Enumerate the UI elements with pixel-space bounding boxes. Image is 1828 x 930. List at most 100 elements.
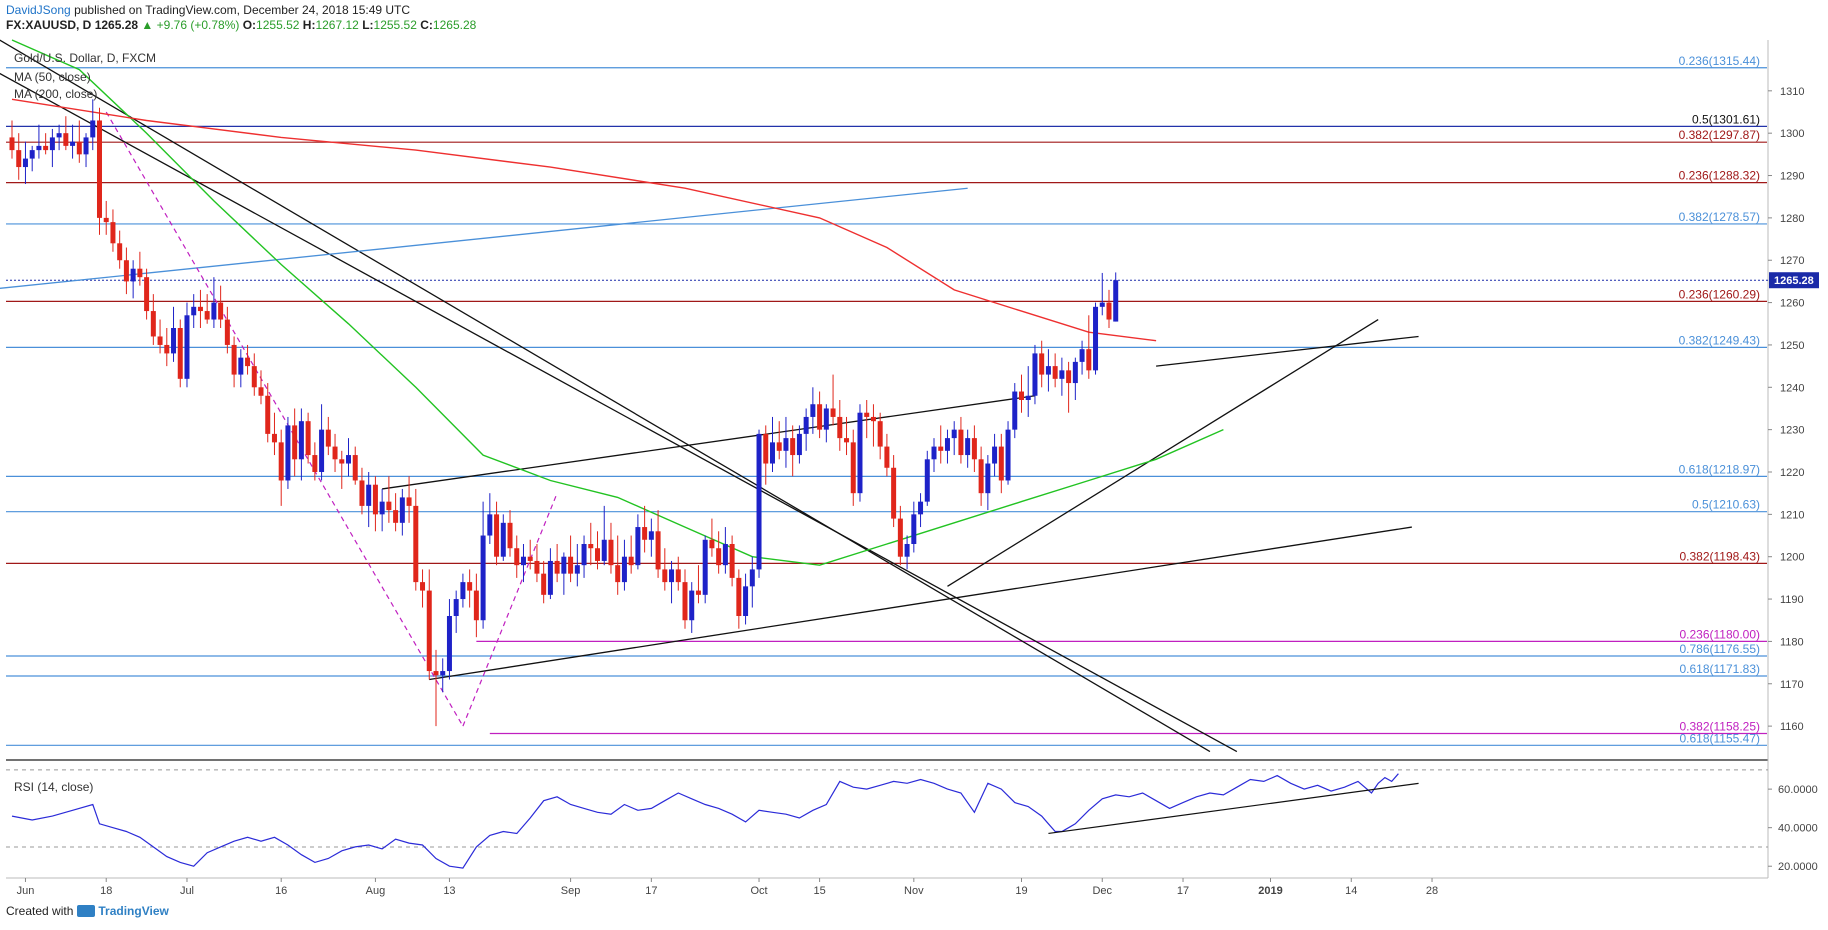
candle-body [352, 455, 358, 481]
candle-body [366, 484, 372, 506]
candle-body [399, 497, 405, 523]
fib-level-label: 0.618(1155.47) [1679, 731, 1760, 745]
time-tick-label: 13 [443, 885, 455, 897]
candle-body [756, 433, 762, 570]
candle-body [837, 416, 843, 439]
candle-body [884, 446, 890, 468]
candle-body [271, 433, 277, 443]
candle-body [211, 302, 217, 320]
time-tick-label: 2019 [1258, 885, 1282, 897]
ma50-line [11, 39, 1224, 566]
candle-body [1025, 395, 1031, 400]
candle-body [823, 408, 829, 430]
time-tick-label: 18 [100, 885, 112, 897]
candle-body [635, 527, 641, 566]
candle-body [891, 467, 897, 519]
time-tick-label: 15 [813, 885, 825, 897]
candle-body [648, 531, 654, 540]
price-tick-label: 1280 [1780, 213, 1804, 225]
candle-body [1093, 306, 1099, 371]
candle-body [769, 442, 775, 464]
candle-body [1086, 349, 1092, 371]
candle-body [197, 306, 203, 312]
candle-body [695, 590, 701, 595]
candle-body [393, 510, 399, 523]
fib-level-label: 0.382(1249.43) [1679, 333, 1760, 347]
candle-body [1012, 391, 1018, 430]
time-tick-label: Jul [180, 885, 194, 897]
candle-body [1106, 302, 1112, 320]
trend-line [429, 526, 1412, 681]
fib-level-label: 0.618(1218.97) [1679, 462, 1760, 476]
tradingview-brand: TradingView [98, 904, 169, 918]
candle-body [446, 616, 452, 672]
rsi-line [11, 773, 1399, 869]
price-tick-label: 1170 [1780, 679, 1804, 691]
publish-line: DavidJSong published on TradingView.com,… [6, 3, 476, 18]
candle-body [864, 412, 870, 417]
rsi-tick-label: 20.0000 [1778, 861, 1818, 873]
candle-body [204, 311, 210, 320]
rsi-pane: 20.0000 40.0000 60.0000 [6, 769, 1818, 873]
candle-body [258, 387, 264, 396]
candle-body [790, 438, 796, 456]
candle-body [514, 548, 520, 566]
fib-level-label: 0.5(1210.63) [1692, 498, 1760, 512]
candle-body [985, 463, 991, 494]
candle-body [904, 544, 910, 557]
time-tick-label: 19 [1015, 885, 1027, 897]
last-price-tag-label: 1265.28 [1774, 275, 1814, 287]
swing-line [105, 111, 464, 727]
candle-body [1032, 353, 1038, 396]
candle-body [110, 222, 116, 244]
time-tick-label: Aug [366, 885, 386, 897]
candle-body [554, 560, 560, 574]
candle-body [191, 306, 197, 316]
candle-body [568, 556, 574, 574]
trend-line [0, 187, 968, 289]
candle-body [177, 328, 183, 379]
price-tick-label: 1250 [1780, 340, 1804, 352]
candle-body [473, 590, 479, 621]
candle-body [561, 556, 567, 574]
candle-body [150, 311, 156, 337]
trend-line [947, 318, 1379, 587]
candle-body [494, 514, 500, 557]
publish-info: published on TradingView.com, December 2… [74, 3, 411, 17]
trend-line [0, 72, 1238, 753]
candle-body [144, 277, 150, 312]
candle-body [574, 565, 580, 574]
candle-body [346, 455, 351, 464]
rsi-tick-label: 60.0000 [1778, 784, 1818, 796]
candle-body [601, 539, 607, 561]
candle-body [857, 412, 863, 494]
candle-body [1079, 349, 1085, 362]
ohlc-line: FX:XAUUSD, D 1265.28 ▲ +9.76 (+0.78%) O:… [6, 18, 476, 33]
candle-body [171, 328, 177, 354]
candle-body [669, 569, 675, 583]
candle-body [783, 438, 789, 451]
price-tick-label: 1200 [1780, 552, 1804, 564]
candle-body [944, 438, 950, 451]
candle-body [29, 150, 35, 159]
tradingview-logo[interactable]: TradingView [77, 904, 169, 918]
price-tick-label: 1290 [1780, 171, 1804, 183]
candle-body [716, 548, 722, 566]
fib-level-label: 0.236(1180.00) [1679, 627, 1760, 641]
candle-body [83, 137, 89, 155]
fib-level-label: 0.236(1315.44) [1679, 54, 1760, 68]
price-tick-label: 1310 [1780, 86, 1804, 98]
close-value: 1265.28 [432, 18, 477, 32]
candle-body [433, 671, 439, 676]
candle-body [56, 133, 62, 138]
time-tick-label: Nov [904, 885, 924, 897]
candle-body [117, 243, 123, 261]
candle-body [305, 421, 311, 456]
author-link[interactable]: DavidJSong [6, 3, 71, 17]
time-axis: Jun 18 Jul 16 Aug 13 Sep 17 Oct 15 Nov 19 Dec 17 2019 1… [17, 878, 1438, 897]
candle-body [500, 522, 506, 557]
candle-body [655, 531, 661, 570]
candle-body [440, 671, 446, 676]
candle-body [1059, 370, 1065, 379]
